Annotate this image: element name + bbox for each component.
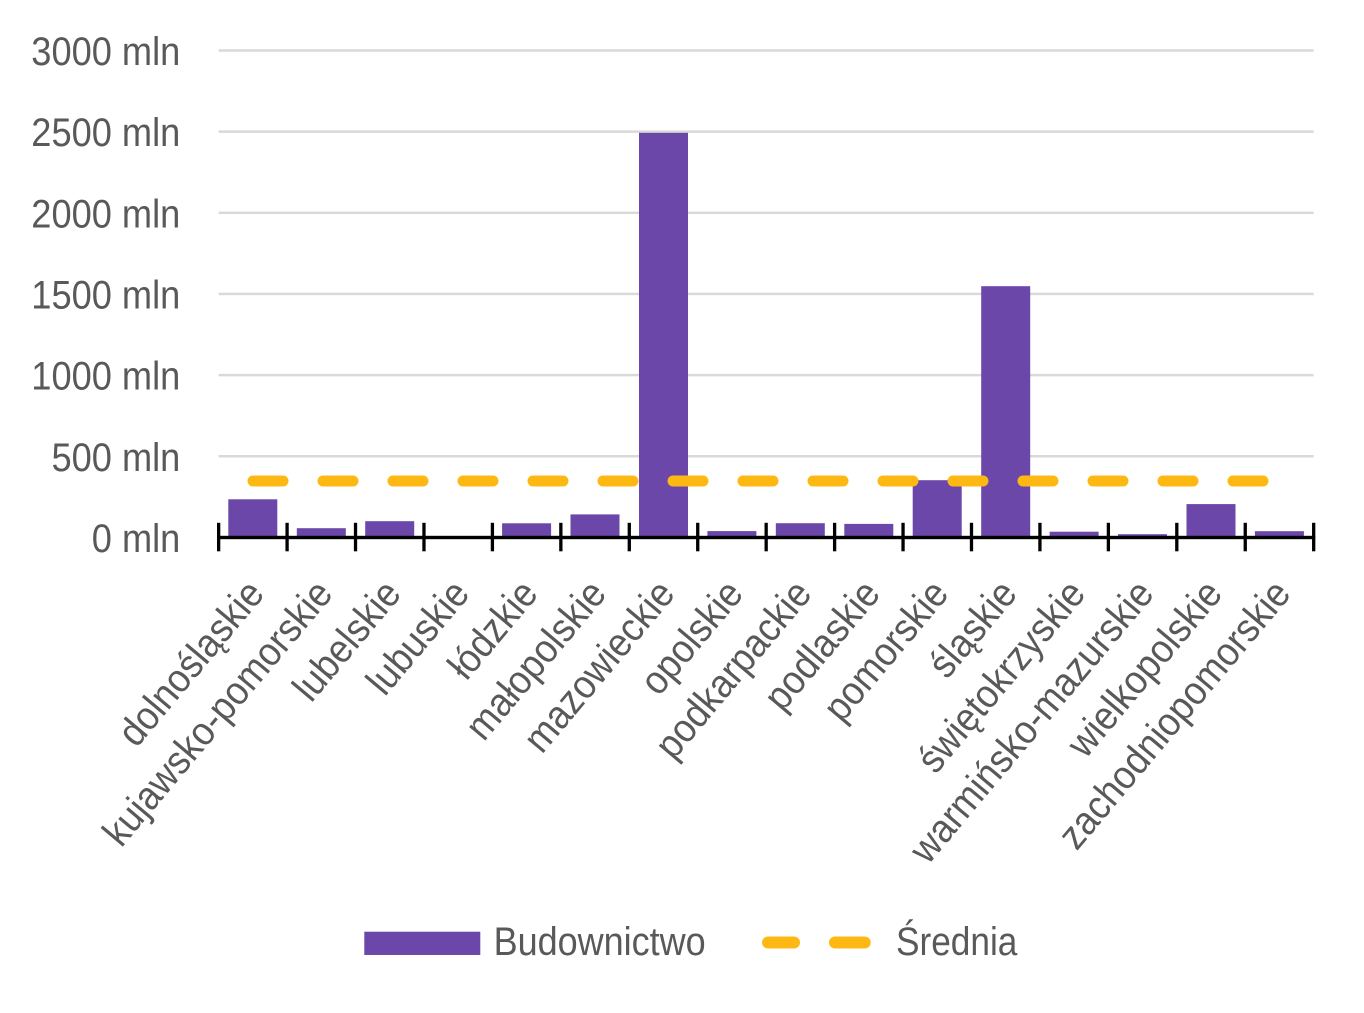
svg-text:1500 mln: 1500 mln <box>31 274 180 318</box>
svg-text:2500 mln: 2500 mln <box>31 111 180 155</box>
svg-text:0 mln: 0 mln <box>92 517 181 561</box>
svg-text:2000 mln: 2000 mln <box>31 192 180 236</box>
svg-text:3000 mln: 3000 mln <box>31 30 180 74</box>
svg-text:Średnia: Średnia <box>896 918 1018 964</box>
svg-text:Budownictwo: Budownictwo <box>494 920 706 964</box>
svg-text:1000 mln: 1000 mln <box>31 355 180 399</box>
svg-text:500 mln: 500 mln <box>52 436 181 480</box>
